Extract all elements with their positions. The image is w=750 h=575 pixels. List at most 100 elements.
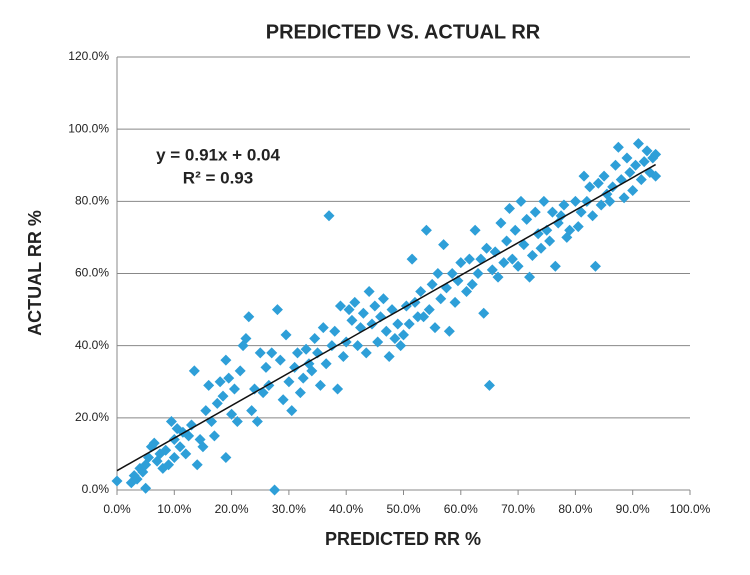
data-point: [429, 322, 441, 334]
x-tick-label: 10.0%: [157, 502, 191, 516]
data-point: [294, 387, 306, 399]
data-point: [498, 257, 510, 269]
data-point: [300, 343, 312, 355]
data-point: [165, 415, 177, 427]
data-point: [449, 296, 461, 308]
data-point: [269, 484, 281, 496]
data-point: [630, 159, 642, 171]
data-point: [185, 419, 197, 431]
data-point: [377, 293, 389, 305]
data-point: [297, 372, 309, 384]
data-point: [483, 379, 495, 391]
x-tick-label: 90.0%: [616, 502, 650, 516]
data-point: [357, 307, 369, 319]
data-point: [228, 383, 240, 395]
data-point: [650, 170, 662, 182]
data-point: [650, 148, 662, 160]
data-point: [512, 260, 524, 272]
data-point: [518, 239, 530, 251]
data-point: [478, 307, 490, 319]
data-point: [418, 311, 430, 323]
data-point: [598, 170, 610, 182]
data-point: [148, 437, 160, 449]
data-point: [349, 296, 361, 308]
data-point: [346, 314, 358, 326]
data-point: [438, 239, 450, 251]
chart-title: PREDICTED VS. ACTUAL RR: [266, 21, 541, 43]
data-point: [174, 441, 186, 453]
data-point: [320, 358, 332, 370]
data-point: [592, 177, 604, 189]
data-point: [211, 397, 223, 409]
y-tick-label: 80.0%: [75, 194, 109, 208]
data-point: [180, 448, 192, 460]
data-point: [317, 322, 329, 334]
data-point: [291, 347, 303, 359]
data-point: [160, 444, 172, 456]
data-point: [163, 459, 175, 471]
data-point: [226, 408, 238, 420]
data-point: [412, 311, 424, 323]
data-point: [111, 475, 123, 487]
data-point: [435, 293, 447, 305]
x-axis-label: PREDICTED RR %: [325, 529, 481, 549]
data-point: [526, 249, 538, 261]
data-point: [283, 376, 295, 388]
data-point: [392, 318, 404, 330]
data-point: [309, 332, 321, 344]
data-point: [240, 332, 252, 344]
data-point: [595, 199, 607, 211]
data-point: [380, 325, 392, 337]
data-point: [455, 257, 467, 269]
data-point: [426, 278, 438, 290]
data-point: [337, 350, 349, 362]
data-point: [214, 376, 226, 388]
x-tick-label: 0.0%: [103, 502, 131, 516]
data-point: [386, 304, 398, 316]
data-point: [220, 452, 232, 464]
data-point: [632, 138, 644, 150]
y-tick-label: 60.0%: [75, 266, 109, 280]
data-point: [466, 278, 478, 290]
data-point: [572, 221, 584, 233]
data-point: [326, 340, 338, 352]
x-tick-label: 40.0%: [329, 502, 363, 516]
data-point: [564, 224, 576, 236]
x-tick-label: 80.0%: [558, 502, 592, 516]
data-point: [569, 195, 581, 207]
data-point: [612, 141, 624, 153]
data-point: [481, 242, 493, 254]
data-point: [610, 159, 622, 171]
x-tick-label: 100.0%: [670, 502, 711, 516]
y-tick-label: 100.0%: [68, 121, 109, 135]
data-point: [234, 365, 246, 377]
data-point: [251, 415, 263, 427]
data-point: [535, 242, 547, 254]
data-point: [271, 304, 283, 316]
data-point: [495, 217, 507, 229]
data-point: [515, 195, 527, 207]
data-point: [286, 405, 298, 417]
data-point: [521, 213, 533, 225]
data-point: [243, 311, 255, 323]
data-point: [406, 253, 418, 265]
data-point: [223, 372, 235, 384]
data-point: [638, 156, 650, 168]
data-point: [140, 482, 152, 494]
data-point: [486, 264, 498, 276]
y-tick-label: 20.0%: [75, 410, 109, 424]
data-point: [372, 336, 384, 348]
trendline: [116, 163, 656, 472]
data-point: [403, 318, 415, 330]
data-point: [538, 195, 550, 207]
data-point: [200, 405, 212, 417]
data-point: [618, 192, 630, 204]
data-point: [266, 347, 278, 359]
data-point: [544, 235, 556, 247]
data-point: [289, 361, 301, 373]
data-point: [472, 268, 484, 279]
data-point: [131, 473, 143, 485]
data-point: [183, 430, 195, 442]
data-point: [306, 365, 318, 377]
